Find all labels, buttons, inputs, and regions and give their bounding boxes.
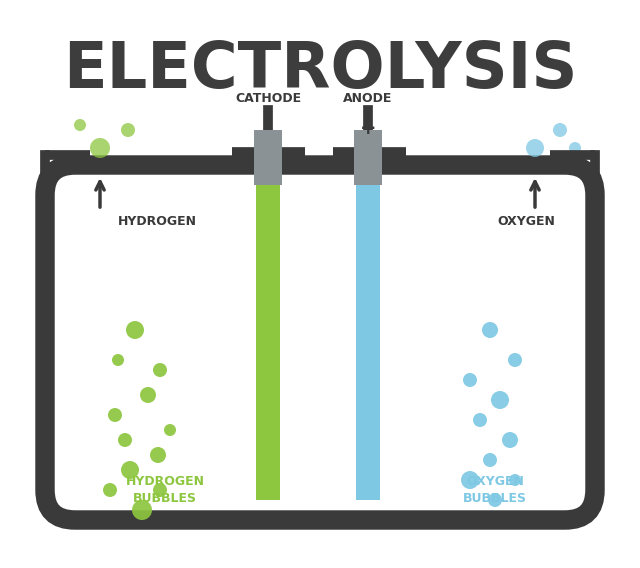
Bar	[354, 130, 382, 185]
Circle shape	[90, 138, 110, 158]
Circle shape	[140, 387, 156, 403]
Circle shape	[153, 483, 167, 497]
Circle shape	[553, 123, 567, 137]
Circle shape	[488, 493, 502, 507]
Circle shape	[108, 408, 122, 422]
Circle shape	[502, 432, 518, 448]
Circle shape	[483, 453, 497, 467]
Circle shape	[103, 483, 117, 497]
Circle shape	[121, 461, 139, 479]
Circle shape	[112, 354, 124, 366]
Circle shape	[463, 373, 477, 387]
Text: ANODE: ANODE	[343, 92, 393, 105]
Circle shape	[74, 119, 86, 131]
Bar	[254, 130, 282, 185]
Circle shape	[126, 321, 144, 339]
Circle shape	[526, 139, 544, 157]
Text: HYDROGEN
BUBBLES: HYDROGEN BUBBLES	[125, 475, 205, 505]
Circle shape	[491, 391, 509, 409]
Circle shape	[164, 424, 176, 436]
Circle shape	[118, 433, 132, 447]
FancyBboxPatch shape	[45, 165, 595, 520]
Circle shape	[482, 322, 498, 338]
Text: OXYGEN: OXYGEN	[497, 215, 555, 228]
Text: -: -	[264, 119, 272, 137]
Text: +: +	[360, 119, 376, 137]
Circle shape	[509, 474, 521, 486]
Text: OXYGEN
BUBBLES: OXYGEN BUBBLES	[463, 475, 527, 505]
Circle shape	[121, 123, 135, 137]
Circle shape	[153, 363, 167, 377]
Circle shape	[132, 500, 152, 520]
Text: ELECTROLYSIS: ELECTROLYSIS	[63, 39, 577, 101]
Bar	[256, 180, 280, 500]
Circle shape	[150, 447, 166, 463]
Text: CATHODE: CATHODE	[235, 92, 301, 105]
Circle shape	[473, 413, 487, 427]
Circle shape	[569, 142, 581, 154]
Bar	[356, 180, 380, 500]
Text: HYDROGEN: HYDROGEN	[118, 215, 197, 228]
Circle shape	[461, 471, 479, 489]
Circle shape	[508, 353, 522, 367]
